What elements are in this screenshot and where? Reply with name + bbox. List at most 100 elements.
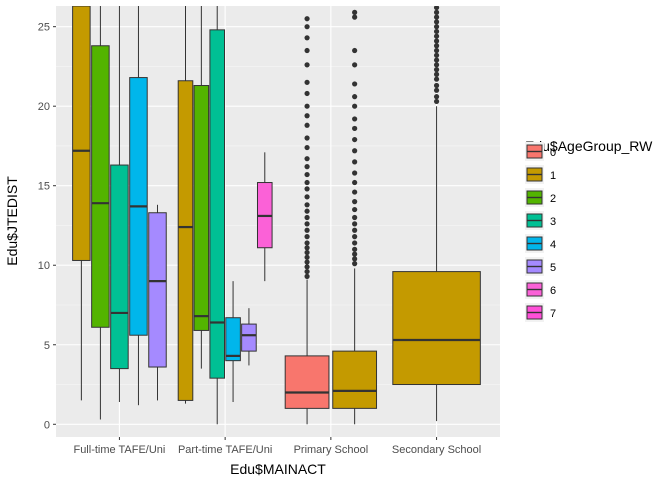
box-body [392, 271, 481, 386]
outlier-point [352, 256, 358, 262]
box-body [110, 164, 129, 370]
outlier-point [352, 9, 358, 15]
legend-label: 1 [550, 170, 556, 182]
outlier-point [352, 159, 358, 165]
box-part-time-tafe-uni-group-4 [225, 281, 241, 403]
box-primary-school-group-0 [284, 16, 330, 425]
legend-item-3: 3 [525, 211, 556, 230]
outlier-point [352, 136, 358, 143]
outlier-point [352, 206, 358, 213]
outlier-point [433, 6, 440, 11]
outlier-point [352, 227, 358, 233]
outlier-point [304, 194, 310, 200]
outlier-point [304, 264, 310, 270]
outlier-point [304, 90, 310, 97]
outlier-point [352, 94, 358, 100]
outlier-point [304, 214, 310, 221]
x-axis-ticks: Full-time TAFE/Uni Part-time TAFE/Uni Prim… [73, 437, 481, 456]
outlier-point [433, 14, 440, 20]
outlier-point [304, 245, 310, 251]
box-full-time-tafe-uni-group-2 [91, 6, 110, 420]
x-axis-title: Edu$MAINACT [230, 461, 326, 477]
outlier-point [433, 9, 440, 15]
x-tick-label: Primary School [294, 444, 369, 456]
outlier-point [304, 202, 310, 208]
box-full-time-tafe-uni-group-4 [129, 6, 148, 406]
legend-label: 4 [550, 239, 556, 251]
y-axis-title: Edu$JTEDIST [4, 176, 20, 266]
box-body [91, 45, 110, 328]
outlier-point [352, 189, 358, 195]
legend-item-4: 4 [525, 234, 556, 253]
box-body [209, 29, 226, 379]
outlier-point [352, 246, 358, 252]
outlier-point [433, 43, 440, 49]
outlier-point [304, 221, 310, 227]
outlier-point [304, 79, 310, 85]
box-primary-school-group-1 [332, 9, 378, 425]
outlier-point [304, 179, 310, 186]
box-part-time-tafe-uni-group-6 [256, 152, 273, 282]
outlier-point [304, 273, 310, 279]
outlier-point [304, 24, 310, 30]
outlier-point [433, 28, 440, 35]
box-full-time-tafe-uni-group-3 [110, 6, 129, 403]
outlier-point [304, 144, 310, 151]
legend: Edu$AgeGroup_RW 0 1 2 3 4 5 6 7 [525, 138, 653, 322]
outlier-point [304, 47, 310, 54]
box-body [72, 6, 91, 261]
outlier-point [352, 62, 358, 68]
outlier-point [352, 261, 358, 267]
legend-label: 5 [550, 262, 556, 274]
outlier-point [352, 240, 358, 246]
outlier-point [304, 103, 310, 109]
box-body [148, 212, 167, 368]
outlier-point [304, 35, 310, 41]
y-tick-label: 0 [44, 419, 50, 431]
outlier-point [352, 47, 358, 54]
legend-item-1: 1 [525, 165, 556, 184]
outlier-point [433, 71, 440, 77]
box-secondary-school-group-1 [392, 6, 481, 422]
y-axis-ticks: 0 5 10 15 20 25 [38, 22, 56, 431]
outlier-point [304, 164, 310, 170]
box-full-time-tafe-uni-group-1 [72, 6, 91, 401]
outlier-point [433, 24, 440, 30]
outlier-point [352, 199, 358, 205]
y-tick-label: 5 [44, 340, 50, 352]
box-body [177, 80, 194, 401]
outlier-point [304, 135, 310, 141]
outlier-point [433, 57, 440, 63]
y-tick-label: 10 [38, 260, 50, 272]
y-tick-label: 20 [38, 101, 50, 113]
legend-label: 3 [550, 216, 556, 228]
box-part-time-tafe-uni-group-3 [209, 6, 226, 425]
outlier-point [433, 62, 440, 68]
outlier-point [304, 16, 310, 22]
legend-label: 2 [550, 193, 556, 205]
outlier-point [433, 38, 440, 44]
box-full-time-tafe-uni-group-5 [148, 204, 167, 401]
outlier-point [433, 33, 440, 39]
box-part-time-tafe-uni-group-1 [177, 6, 194, 404]
box-body [193, 85, 210, 331]
legend-item-5: 5 [525, 257, 556, 276]
outlier-point [304, 208, 310, 214]
outlier-point [304, 268, 310, 275]
legend-label: 6 [550, 285, 556, 297]
outlier-point [304, 186, 310, 192]
outlier-point [433, 98, 440, 105]
box-body [225, 317, 241, 362]
outlier-point [433, 87, 440, 93]
outlier-point [304, 259, 310, 265]
plot-area [72, 6, 481, 425]
outlier-point [352, 103, 358, 109]
outlier-point [352, 148, 358, 154]
box-series [72, 6, 481, 425]
outlier-point [352, 179, 358, 186]
x-tick-label: Full-time TAFE/Uni [73, 444, 165, 456]
legend-label: 7 [550, 308, 556, 320]
outlier-point [352, 221, 358, 227]
outlier-point [304, 113, 310, 119]
